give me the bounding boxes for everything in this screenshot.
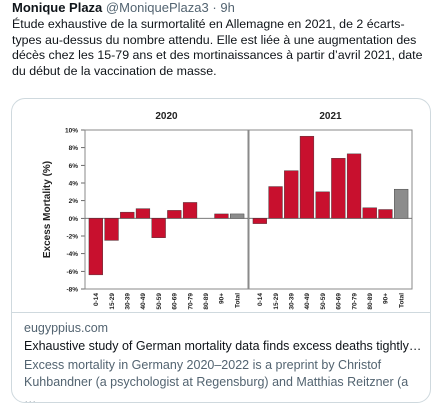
panel-title: 2021 [319, 111, 342, 122]
x-tick-label: 70-79 [351, 293, 358, 310]
y-tick-label: -4% [66, 251, 78, 258]
x-tick-label: 15-29 [109, 293, 116, 310]
bar-2021-15-29 [268, 186, 283, 219]
panel-title: 2020 [155, 111, 178, 122]
tweet-text-line: décès chez les 15-79 ans et des mortinai… [12, 48, 423, 62]
card-domain: eugyppius.com [24, 321, 109, 335]
x-tick-label: 15-29 [273, 293, 280, 310]
bar-2021-90+ [378, 209, 393, 219]
tweet-text-line: du début de la vaccination de masse. [12, 63, 217, 78]
x-tick-label: 70-79 [187, 293, 194, 310]
panel-frame [248, 129, 413, 290]
tweet-text: Étude exhaustive de la surmortalité en A… [12, 17, 430, 79]
bar-2021-80-89 [362, 207, 377, 219]
bar-2021-60-69 [331, 158, 346, 219]
y-tick-label: -2% [66, 234, 78, 241]
bar-2020-40-49 [135, 208, 151, 219]
tweet-text-line: types au-dessus du nombre attendu. Elle … [12, 32, 417, 47]
tweet-timestamp[interactable]: 9h [220, 0, 235, 15]
y-tick-label: 6% [69, 163, 79, 170]
link-preview-card[interactable]: Excess Mortality (%) 10% 8% 6% 4% 2% 0% -2% -4% -… [11, 98, 431, 403]
x-tick-label: 0-14 [257, 293, 264, 306]
x-tick-label: 90+ [219, 293, 226, 304]
bar-2021-0-14 [252, 218, 267, 224]
y-tick-label: -6% [66, 269, 78, 276]
x-tick-label: 30-39 [124, 293, 131, 310]
card-chart-image[interactable]: Excess Mortality (%) 10% 8% 6% 4% 2% 0% -2% -4% -… [12, 99, 430, 313]
x-tick-label: 40-49 [304, 293, 311, 310]
x-tick-label: 50-59 [320, 293, 327, 310]
x-tick-label: 60-69 [172, 293, 179, 310]
excess-mortality-chart: Excess Mortality (%) 10% 8% 6% 4% 2% 0% -2% -4% -… [42, 111, 413, 310]
bar-2021-40-49 [299, 135, 315, 219]
y-tick-label: 10% [65, 128, 78, 135]
y-tick-label: 8% [69, 145, 79, 152]
card-description-line: Excess mortality in Germany 2020–2022 is… [24, 358, 382, 372]
x-tick-label: 80-89 [203, 293, 210, 310]
author-name[interactable]: Monique Plaza [12, 0, 103, 15]
panel-frame [84, 129, 249, 290]
x-tick-label: 60-69 [336, 293, 343, 310]
bar-2020-60-69 [167, 210, 182, 219]
bar-2021-70-79 [346, 153, 362, 219]
x-tick-label: 90+ [383, 293, 390, 304]
bar-2021-50-59 [315, 191, 330, 219]
card-description: Excess mortality in Germany 2020–2022 is… [24, 357, 424, 403]
card-title: Exhaustive study of German mortality dat… [24, 339, 422, 353]
bar-2020-0-14 [88, 218, 103, 276]
bar-2021-30-39 [284, 170, 299, 219]
bar-2021-Total [394, 188, 409, 219]
bar-2020-30-39 [120, 211, 135, 219]
x-tick-label: 0-14 [93, 293, 100, 306]
bar-2020-70-79 [182, 202, 198, 219]
y-axis-label: Excess Mortality (%) [42, 161, 53, 258]
card-meta: eugyppius.com Exhaustive study of German… [24, 321, 424, 403]
y-tick-label: 4% [69, 181, 79, 188]
tweet-header: Monique Plaza @MoniquePlaza3 · 9h [12, 0, 235, 15]
tweet-text-line: Étude exhaustive de la surmortalité en A… [12, 17, 405, 31]
x-tick-label: 50-59 [156, 293, 163, 310]
y-tick-label: 2% [69, 198, 79, 205]
x-tick-label: 40-49 [140, 293, 147, 310]
bar-2020-90+ [214, 213, 229, 219]
y-tick-label: -8% [66, 287, 78, 294]
x-tick-label: Total [234, 293, 241, 308]
x-tick-label: Total [398, 293, 405, 308]
bar-2020-15-29 [104, 218, 119, 241]
x-tick-label: 30-39 [288, 293, 295, 310]
author-handle[interactable]: @MoniquePlaza3 [105, 0, 209, 15]
bar-2020-50-59 [151, 218, 166, 238]
header-separator: · [212, 0, 217, 15]
x-tick-label: 80-89 [367, 293, 374, 310]
bar-2020-Total [230, 213, 245, 219]
y-tick-label: 0% [69, 216, 79, 223]
card-description-line: Kuhbandner (a psychologist at Regensburg… [24, 375, 409, 403]
